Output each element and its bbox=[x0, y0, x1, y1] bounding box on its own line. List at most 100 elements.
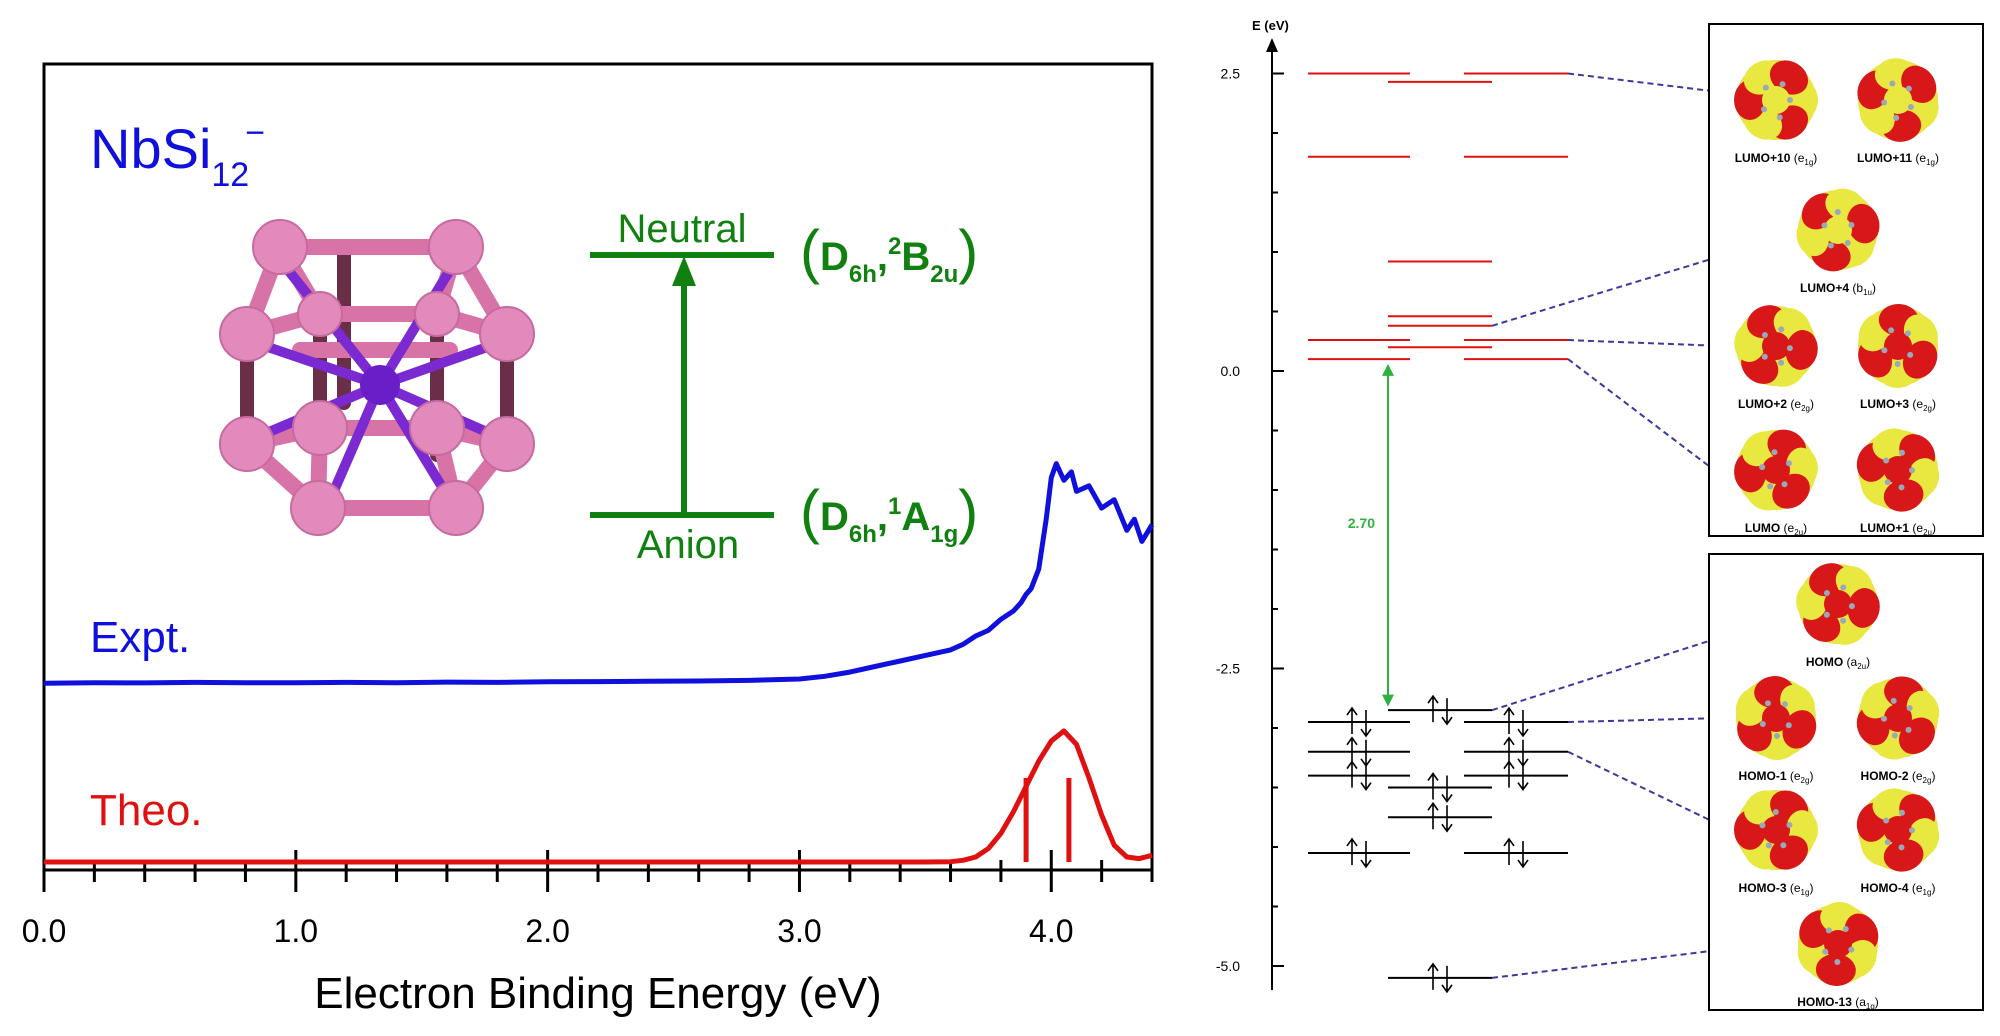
orbital-item: LUMO+2 (e2g) bbox=[1734, 305, 1818, 413]
orbital-connector-line bbox=[1567, 72, 1721, 93]
neutral-label: Neutral bbox=[618, 207, 747, 251]
orbital-isosurface-image bbox=[1796, 563, 1880, 645]
theo-series-label: Theo. bbox=[90, 786, 203, 835]
orbital-isosurface-image bbox=[1857, 58, 1939, 142]
orbital-label: LUMO+1 (e2u) bbox=[1860, 521, 1936, 537]
orbital-isosurface-image bbox=[1796, 188, 1880, 272]
state-transition-inset: Neutral Anion (D6h,2B2u) (D6h,1A1g) bbox=[590, 207, 978, 567]
orbital-label: HOMO-2 (e2g) bbox=[1861, 769, 1936, 785]
electron-pair-arrows bbox=[1427, 772, 1453, 803]
spectrum-series bbox=[43, 461, 1155, 865]
transition-arrowhead bbox=[672, 256, 696, 286]
x-tick-label: 0.0 bbox=[22, 913, 66, 949]
energy-axis: 2.5 0.0 -2.5 -5.0 bbox=[1216, 38, 1284, 990]
orbital-item: HOMO-13 (a1g) bbox=[1797, 902, 1879, 1011]
orbital-isosurface-image bbox=[1856, 676, 1940, 760]
y-tick-label: 2.5 bbox=[1221, 66, 1241, 82]
orbital-isosurface-image bbox=[1856, 788, 1940, 872]
orbital-label: HOMO-3 (e1g) bbox=[1739, 881, 1814, 897]
orbital-connector-line bbox=[1491, 611, 1801, 712]
orbital-label: LUMO+3 (e2g) bbox=[1860, 397, 1936, 413]
orbital-isosurface-image bbox=[1797, 902, 1879, 986]
orbital-label: LUMO (e2u) bbox=[1745, 521, 1807, 537]
orbital-label: LUMO+10 (e1g) bbox=[1735, 151, 1818, 167]
anion-label: Anion bbox=[637, 523, 739, 567]
x-tick-label: 3.0 bbox=[777, 913, 821, 949]
orbital-item: HOMO-4 (e1g) bbox=[1856, 788, 1940, 897]
plot-frame bbox=[42, 62, 1154, 872]
y-axis-arrowhead bbox=[1266, 38, 1278, 52]
electron-pair-arrows bbox=[1503, 736, 1529, 768]
gap-arrowhead-down bbox=[1382, 694, 1394, 707]
orbital-connectors bbox=[1491, 72, 1801, 979]
orbital-isosurface-image bbox=[1858, 304, 1938, 388]
y-tick-label: -2.5 bbox=[1216, 661, 1240, 677]
orbital-isosurface-image bbox=[1735, 676, 1817, 760]
title-base: NbSi bbox=[90, 117, 211, 180]
orbital-item: LUMO (e2u) bbox=[1734, 429, 1818, 537]
electron-pair-arrows bbox=[1503, 837, 1529, 869]
energy-axis-label: E (eV) bbox=[1252, 18, 1289, 33]
orbital-item: HOMO-1 (e2g) bbox=[1735, 676, 1817, 785]
y-tick-label: -5.0 bbox=[1216, 958, 1240, 974]
orbital-item: LUMO+4 (b1u) bbox=[1796, 188, 1880, 297]
orbital-label: HOMO-1 (e2g) bbox=[1739, 769, 1814, 785]
orbital-isosurface-image bbox=[1734, 429, 1818, 511]
electron-pair-arrows bbox=[1427, 694, 1453, 726]
orbital-item: LUMO+11 (e1g) bbox=[1857, 58, 1939, 167]
gap-arrowhead-up bbox=[1382, 363, 1394, 376]
orbital-item: HOMO-3 (e1g) bbox=[1734, 790, 1818, 897]
orbital-label: LUMO+4 (b1u) bbox=[1800, 281, 1876, 297]
orbital-item: HOMO-2 (e2g) bbox=[1856, 676, 1940, 785]
expt-series-label: Expt. bbox=[90, 613, 190, 662]
orbital-connector-line bbox=[1567, 717, 1723, 724]
orbital-label: HOMO-13 (a1g) bbox=[1797, 995, 1879, 1011]
orbital-label: HOMO-4 (e1g) bbox=[1861, 881, 1936, 897]
y-tick-label: 0.0 bbox=[1221, 363, 1241, 379]
orbital-label: HOMO (a2u) bbox=[1806, 655, 1870, 671]
orbital-images: LUMO+10 (e1g) LUMO+11 (e1g) LUMO+4 (b1u) LU… bbox=[1733, 58, 1940, 1011]
mo-energy-diagram-panel: 2.5 0.0 -2.5 -5.0 E (eV) 2.70 LUMO+10 (e1g)… bbox=[1216, 18, 1984, 1011]
x-tick-label: 4.0 bbox=[1029, 913, 1073, 949]
title-superscript: − bbox=[245, 114, 265, 152]
expt-spectrum-line bbox=[43, 461, 1155, 686]
orbital-isosurface-image bbox=[1734, 790, 1818, 870]
orbital-item: HOMO (a2u) bbox=[1796, 563, 1880, 671]
orbital-connector-line bbox=[1491, 231, 1801, 327]
orbital-label: LUMO+11 (e1g) bbox=[1857, 151, 1939, 167]
orbital-connector-line bbox=[1567, 750, 1723, 827]
x-tick-label: 1.0 bbox=[274, 913, 318, 949]
anion-symmetry-label: (D6h,1A1g) bbox=[800, 478, 978, 548]
electron-pair-arrows bbox=[1503, 706, 1529, 738]
gap-value-label: 2.70 bbox=[1348, 515, 1375, 531]
orbital-connector-line bbox=[1491, 939, 1801, 979]
x-axis-tick-labels: 0.0 1.0 2.0 3.0 4.0 bbox=[22, 913, 1074, 949]
electron-pair-arrows bbox=[1346, 837, 1372, 869]
electron-pair-arrows bbox=[1503, 760, 1529, 791]
nbsi12-cluster-structure-image bbox=[219, 219, 535, 536]
electron-pair-arrows bbox=[1427, 962, 1453, 994]
electron-pair-arrows bbox=[1346, 736, 1372, 768]
electron-pair-arrows bbox=[1346, 706, 1372, 738]
x-axis-label: Electron Binding Energy (eV) bbox=[314, 969, 881, 1018]
neutral-symmetry-label: (D6h,2B2u) bbox=[800, 218, 978, 288]
theo-spectrum-line bbox=[44, 728, 1153, 865]
homo-lumo-gap: 2.70 bbox=[1348, 363, 1394, 707]
orbital-item: LUMO+10 (e1g) bbox=[1733, 60, 1818, 167]
title-subscript: 12 bbox=[211, 156, 249, 194]
orbital-isosurface-image bbox=[1733, 60, 1818, 140]
orbital-item: LUMO+1 (e2u) bbox=[1856, 428, 1940, 537]
electron-pair-arrows bbox=[1346, 760, 1372, 791]
electron-pair-arrows bbox=[1427, 801, 1453, 833]
orbital-connector-line bbox=[1567, 358, 1723, 477]
orbital-label: LUMO+2 (e2g) bbox=[1738, 397, 1814, 413]
pes-spectrum-panel: 0.0 1.0 2.0 3.0 4.0 Electron Binding Energy … bbox=[22, 62, 1155, 1018]
orbital-isosurface-image bbox=[1856, 428, 1940, 512]
orbital-connector-line bbox=[1567, 339, 1723, 347]
orbital-item: LUMO+3 (e2g) bbox=[1858, 304, 1938, 413]
orbital-isosurface-image bbox=[1734, 305, 1818, 387]
x-tick-label: 2.0 bbox=[525, 913, 569, 949]
energy-levels bbox=[1308, 72, 1568, 994]
chart-title: NbSi12 − bbox=[90, 114, 265, 194]
